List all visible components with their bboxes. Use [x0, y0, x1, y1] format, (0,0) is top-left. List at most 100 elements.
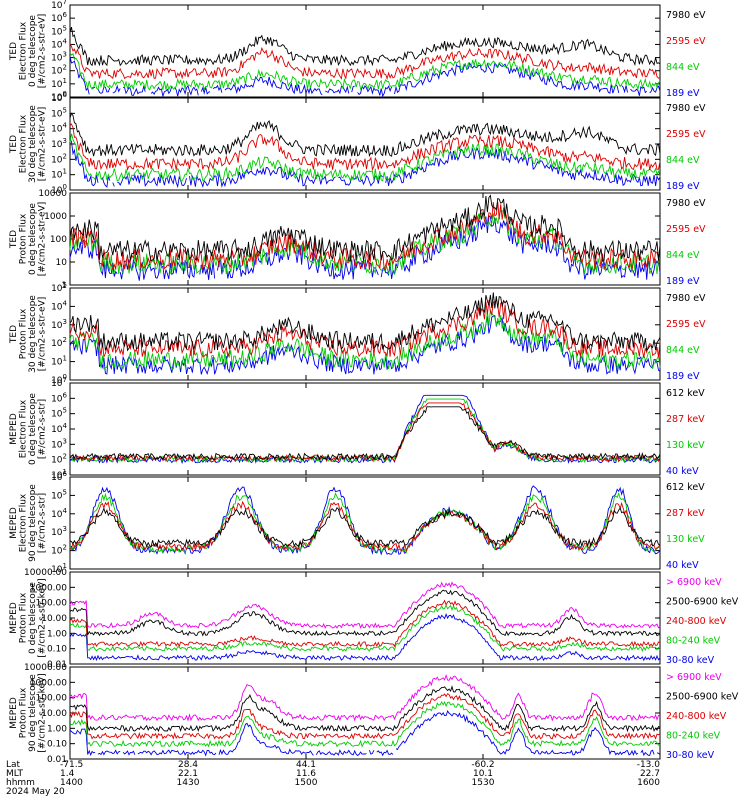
legend-entry: 130 keV — [666, 534, 705, 545]
y-tick-label: 0.01 — [47, 660, 67, 670]
y-tick-label: 0.10 — [47, 645, 67, 655]
x-tick-label: 22.1 — [178, 769, 198, 779]
legend-entry: > 6900 keV — [666, 672, 722, 683]
y-tick-label: 103 — [51, 525, 67, 538]
series-line — [69, 138, 661, 189]
y-tick-label: 10000.00 — [24, 568, 67, 578]
series-line — [69, 123, 661, 171]
series-line — [69, 314, 661, 376]
legend-entry: 130 keV — [666, 440, 705, 451]
legend-entry: 287 keV — [666, 508, 705, 519]
legend-entry: 612 keV — [666, 482, 705, 493]
legend-entry: 2595 eV — [666, 319, 706, 330]
legend-entry: 40 keV — [666, 466, 699, 477]
legend-entry: 844 eV — [666, 250, 700, 261]
series-line — [69, 43, 661, 81]
y-tick-label: 101 — [51, 355, 67, 368]
series-line — [69, 292, 661, 352]
y-tick-label: 103 — [51, 137, 67, 150]
legend-entry: 7980 eV — [666, 198, 706, 209]
series-line — [69, 700, 661, 748]
legend-entry: 2595 eV — [666, 129, 706, 140]
y-tick-label: 104 — [51, 507, 67, 520]
panel-frame — [69, 666, 661, 760]
x-tick-label: 11.6 — [296, 769, 316, 779]
x-tick-label: -60.2 — [471, 760, 494, 770]
series-line — [69, 613, 661, 662]
series-line — [69, 298, 661, 359]
y-tick-label: 103 — [51, 437, 67, 450]
y-tick-label: 105 — [51, 281, 67, 294]
x-tick-label: 28.4 — [178, 760, 198, 770]
legend-entry: 189 eV — [666, 371, 700, 382]
y-tick-label: 10.00 — [41, 709, 67, 719]
y-tick-label: 1000.00 — [30, 583, 67, 593]
legend-entry: 2595 eV — [666, 224, 706, 235]
series-line — [69, 599, 661, 648]
y-tick-label: 105 — [51, 106, 67, 119]
legend-entry: 240-800 keV — [666, 711, 727, 722]
y-tick-label: 104 — [51, 299, 67, 312]
legend-entry: 80-240 keV — [666, 731, 721, 742]
legend-entry: 844 eV — [666, 62, 700, 73]
x-tick-label: 1400 — [60, 778, 83, 788]
y-tick-label: 10 — [56, 258, 68, 268]
x-row-label: 2024 May 20 — [6, 787, 65, 797]
panel-3: 1 10 100 1000 10000 TEDProton Flux0 deg teles… — [9, 189, 706, 291]
y-tick-label: 106 — [51, 391, 67, 404]
legend-entry: 2500-6900 keV — [666, 692, 739, 703]
legend-entry: 189 eV — [666, 276, 700, 287]
x-tick-label: 10.1 — [473, 769, 493, 779]
legend-entry: 2595 eV — [666, 36, 706, 47]
y-axis-label: TEDElectron Flux0 deg telescope[#/cm2-s-… — [9, 14, 48, 89]
legend-entry: 189 eV — [666, 181, 700, 192]
legend-entry: 189 eV — [666, 88, 700, 99]
legend-entry: 7980 eV — [666, 10, 706, 21]
legend-entry: 240-800 keV — [666, 616, 727, 627]
x-tick-label: 1600 — [637, 778, 660, 788]
x-tick-label: 1500 — [295, 778, 318, 788]
series-line — [69, 394, 661, 464]
series-line — [69, 406, 661, 461]
y-tick-label: 105 — [51, 488, 67, 501]
y-axis-label: MEPEDElectron Flux90 deg telescope[#/cm2… — [9, 484, 48, 562]
legend-entry: > 6900 keV — [666, 577, 722, 588]
series-line — [69, 693, 661, 740]
y-tick-label: 102 — [51, 336, 67, 349]
y-tick-label: 0.01 — [47, 755, 67, 765]
series-line — [69, 26, 661, 67]
series-line — [69, 201, 661, 271]
y-axis-label: TEDElectron Flux30 deg telescope[#/cm2-s… — [9, 105, 48, 183]
y-tick-label: 101 — [51, 77, 67, 90]
y-tick-label: 105 — [51, 24, 67, 37]
series-line — [69, 194, 661, 262]
x-tick-label: 1430 — [177, 778, 200, 788]
y-tick-label: 100 — [50, 235, 67, 245]
y-axis-label: MEPEDElectron Flux0 deg telescope[#/cm2-… — [9, 393, 48, 465]
y-tick-label: 1000.00 — [30, 678, 67, 688]
legend-entry: 30-80 keV — [666, 655, 715, 666]
series-line — [69, 507, 661, 549]
series-line — [69, 214, 661, 281]
y-tick-label: 101 — [51, 168, 67, 181]
y-tick-label: 10000 — [38, 189, 67, 199]
legend-entry: 2500-6900 keV — [666, 597, 739, 608]
legend-entry: 7980 eV — [666, 293, 706, 304]
y-tick-label: 102 — [51, 544, 67, 557]
y-tick-label: 10000.00 — [24, 663, 67, 673]
series-line — [69, 309, 661, 370]
y-tick-label: 1.00 — [47, 724, 67, 734]
y-axis-label: MEPEDProton Flux0 deg telescope[#/cm2-s-… — [9, 578, 48, 657]
y-tick-label: 102 — [51, 64, 67, 77]
y-tick-label: 102 — [51, 453, 67, 466]
legend-entry: 80-240 keV — [666, 636, 721, 647]
y-tick-label: 1 — [61, 281, 67, 291]
y-tick-label: 100.00 — [36, 694, 68, 704]
x-tick-label: 44.1 — [296, 760, 316, 770]
